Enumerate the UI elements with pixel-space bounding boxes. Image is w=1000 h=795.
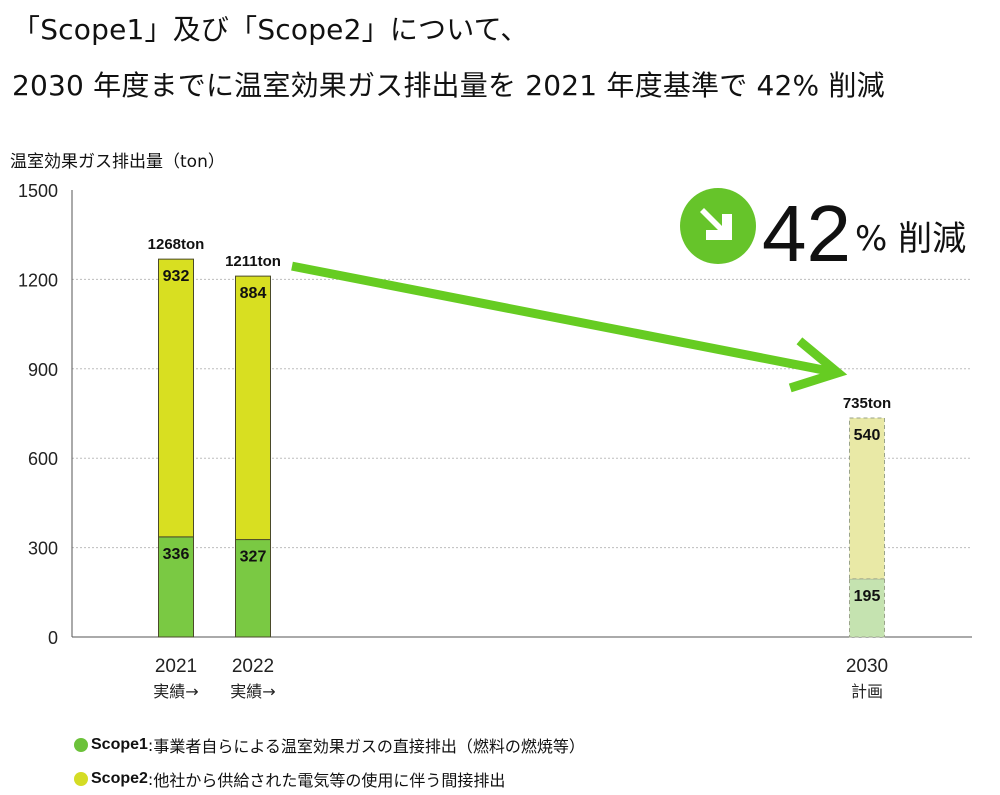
bar-scope1-2021 <box>158 536 194 638</box>
bar-scope1-2030 <box>849 578 885 638</box>
legend-name-scope1: Scope1 <box>91 736 148 753</box>
arrow-down-right-icon <box>680 188 756 264</box>
x-tick-label: 2021 <box>155 656 197 677</box>
y-tick-label: 1500 <box>18 181 58 201</box>
bar-value-label: 932 <box>163 268 190 285</box>
bar-scope2-2021 <box>158 258 194 538</box>
x-tick-sublabel: 実績→ <box>153 682 198 701</box>
x-tick-label: 2030 <box>846 656 888 677</box>
bar-value-label: 195 <box>854 588 881 605</box>
y-tick-label: 0 <box>48 628 58 648</box>
bar-value-label: 540 <box>854 427 881 444</box>
reduction-unit: % 削減 <box>854 219 967 259</box>
bar-total-label: 1268ton <box>148 236 205 253</box>
y-axis-label: 温室効果ガス排出量（ton） <box>10 152 225 172</box>
bar-total-label: 1211ton <box>225 253 281 270</box>
legend-marker-scope2 <box>74 772 88 786</box>
x-tick-sublabel: 実績→ <box>230 682 275 701</box>
legend-item-scope2: Scope2 : 他社から供給された電気等の使用に伴う間接排出 <box>74 767 505 791</box>
bar-value-label: 327 <box>240 549 267 566</box>
bar-total-label: 735ton <box>843 395 891 412</box>
y-tick-label: 1200 <box>18 270 58 290</box>
page-title-line1: 「Scope1」及び「Scope2」について、 <box>12 13 529 46</box>
reduction-callout: 42 % 削減 <box>680 188 966 274</box>
bar-value-label: 884 <box>240 285 267 302</box>
bar-scope2-2022 <box>235 275 271 541</box>
x-tick-label: 2022 <box>232 656 274 677</box>
legend-separator: : <box>147 735 154 755</box>
y-tick-label: 900 <box>28 360 58 380</box>
legend-desc-scope1: 事業者自らによる温室効果ガスの直接排出（燃料の燃焼等） <box>153 737 585 756</box>
bar-scope2-2030 <box>849 417 885 580</box>
legend-separator: : <box>147 769 154 789</box>
bar-value-label: 336 <box>163 546 190 563</box>
trend-arrow-head <box>788 337 848 393</box>
y-tick-label: 600 <box>28 449 58 469</box>
legend-desc-scope2: 他社から供給された電気等の使用に伴う間接排出 <box>153 771 506 790</box>
legend-name-scope2: Scope2 <box>91 770 148 787</box>
y-tick-label: 300 <box>28 539 58 559</box>
legend-marker-scope1 <box>74 738 88 752</box>
page-title-line2: 2030 年度までに温室効果ガス排出量を 2021 年度基準で 42% 削減 <box>12 69 885 102</box>
reduction-number: 42 <box>762 189 851 278</box>
legend-item-scope1: Scope1 : 事業者自らによる温室効果ガスの直接排出（燃料の燃焼等） <box>74 733 585 757</box>
x-tick-sublabel: 計画 <box>851 682 883 701</box>
trend-arrow-line <box>291 261 833 377</box>
